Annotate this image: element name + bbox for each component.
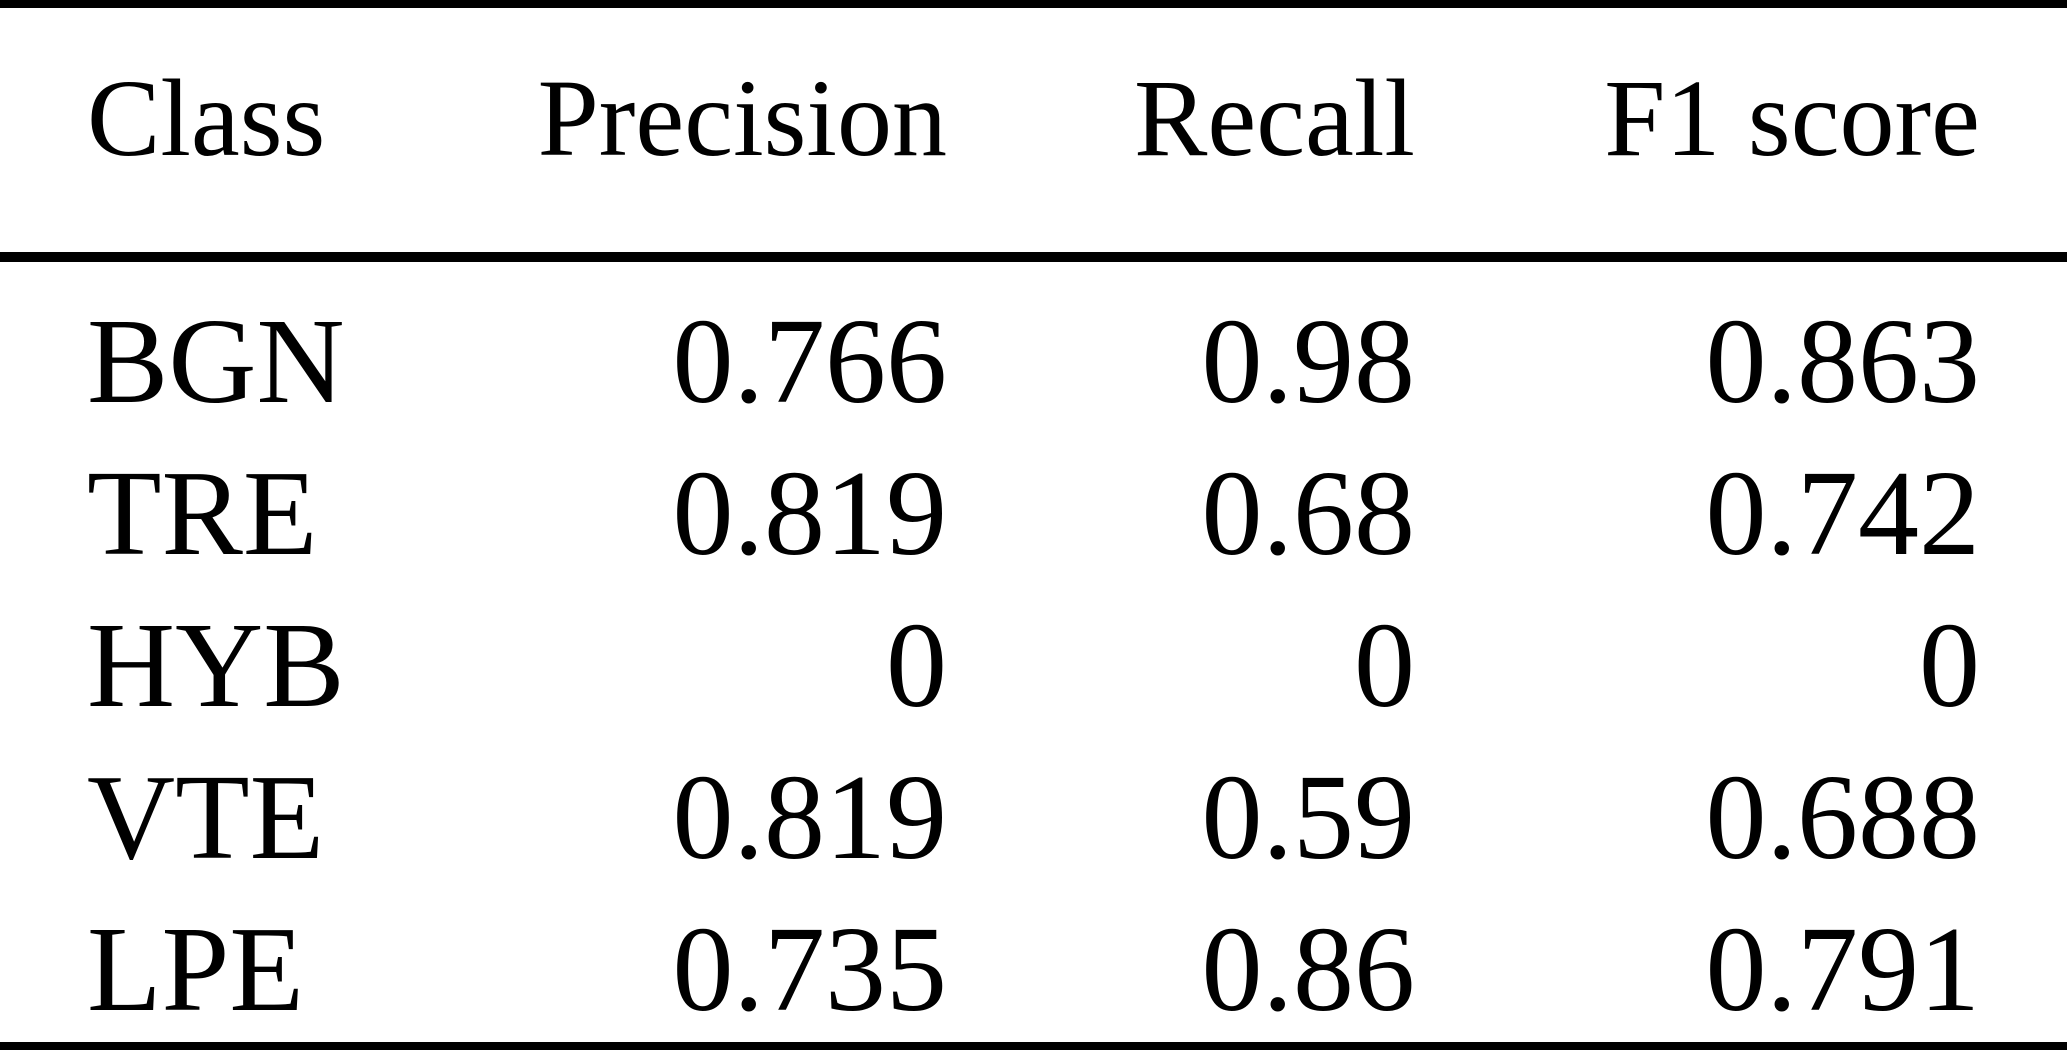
cell-f1-score: 0.791: [1705, 902, 1981, 1037]
cell-precision: 0: [886, 598, 947, 733]
cell-class: VTE: [87, 750, 325, 885]
table-top-rule: [0, 0, 2067, 8]
table-row: VTE 0.819 0.59 0.688: [0, 742, 2067, 894]
cell-precision: 0.735: [672, 902, 948, 1037]
cell-class: HYB: [87, 598, 345, 733]
cell-precision: 0.766: [672, 294, 948, 429]
cell-precision: 0.819: [672, 750, 948, 885]
metrics-table: Class Precision Recall F1 score BGN 0.76…: [0, 8, 2067, 1050]
cell-recall: 0.59: [1201, 750, 1416, 885]
cell-f1-score: 0.742: [1705, 446, 1981, 581]
table-row: BGN 0.766 0.98 0.863: [0, 262, 2067, 438]
cell-class: TRE: [87, 446, 318, 581]
header-precision: Precision: [500, 8, 947, 262]
cell-recall: 0.68: [1201, 446, 1416, 581]
table-row: LPE 0.735 0.86 0.791: [0, 894, 2067, 1050]
cell-recall: 0.86: [1201, 902, 1416, 1037]
header-f1-score: F1 score: [1415, 8, 2067, 262]
header-row: Class Precision Recall F1 score: [0, 8, 2067, 262]
table-row: HYB 0 0 0: [0, 590, 2067, 742]
cell-f1-score: 0: [1919, 598, 1980, 733]
cell-precision: 0.819: [672, 446, 948, 581]
table-bottom-rule: [0, 1042, 2067, 1050]
cell-recall: 0.98: [1201, 294, 1416, 429]
cell-f1-score: 0.863: [1705, 294, 1981, 429]
cell-class: BGN: [87, 294, 345, 429]
cell-recall: 0: [1354, 598, 1415, 733]
header-recall: Recall: [947, 8, 1415, 262]
cell-f1-score: 0.688: [1705, 750, 1981, 885]
header-class: Class: [0, 8, 500, 262]
table-row: TRE 0.819 0.68 0.742: [0, 438, 2067, 590]
cell-class: LPE: [87, 902, 304, 1037]
